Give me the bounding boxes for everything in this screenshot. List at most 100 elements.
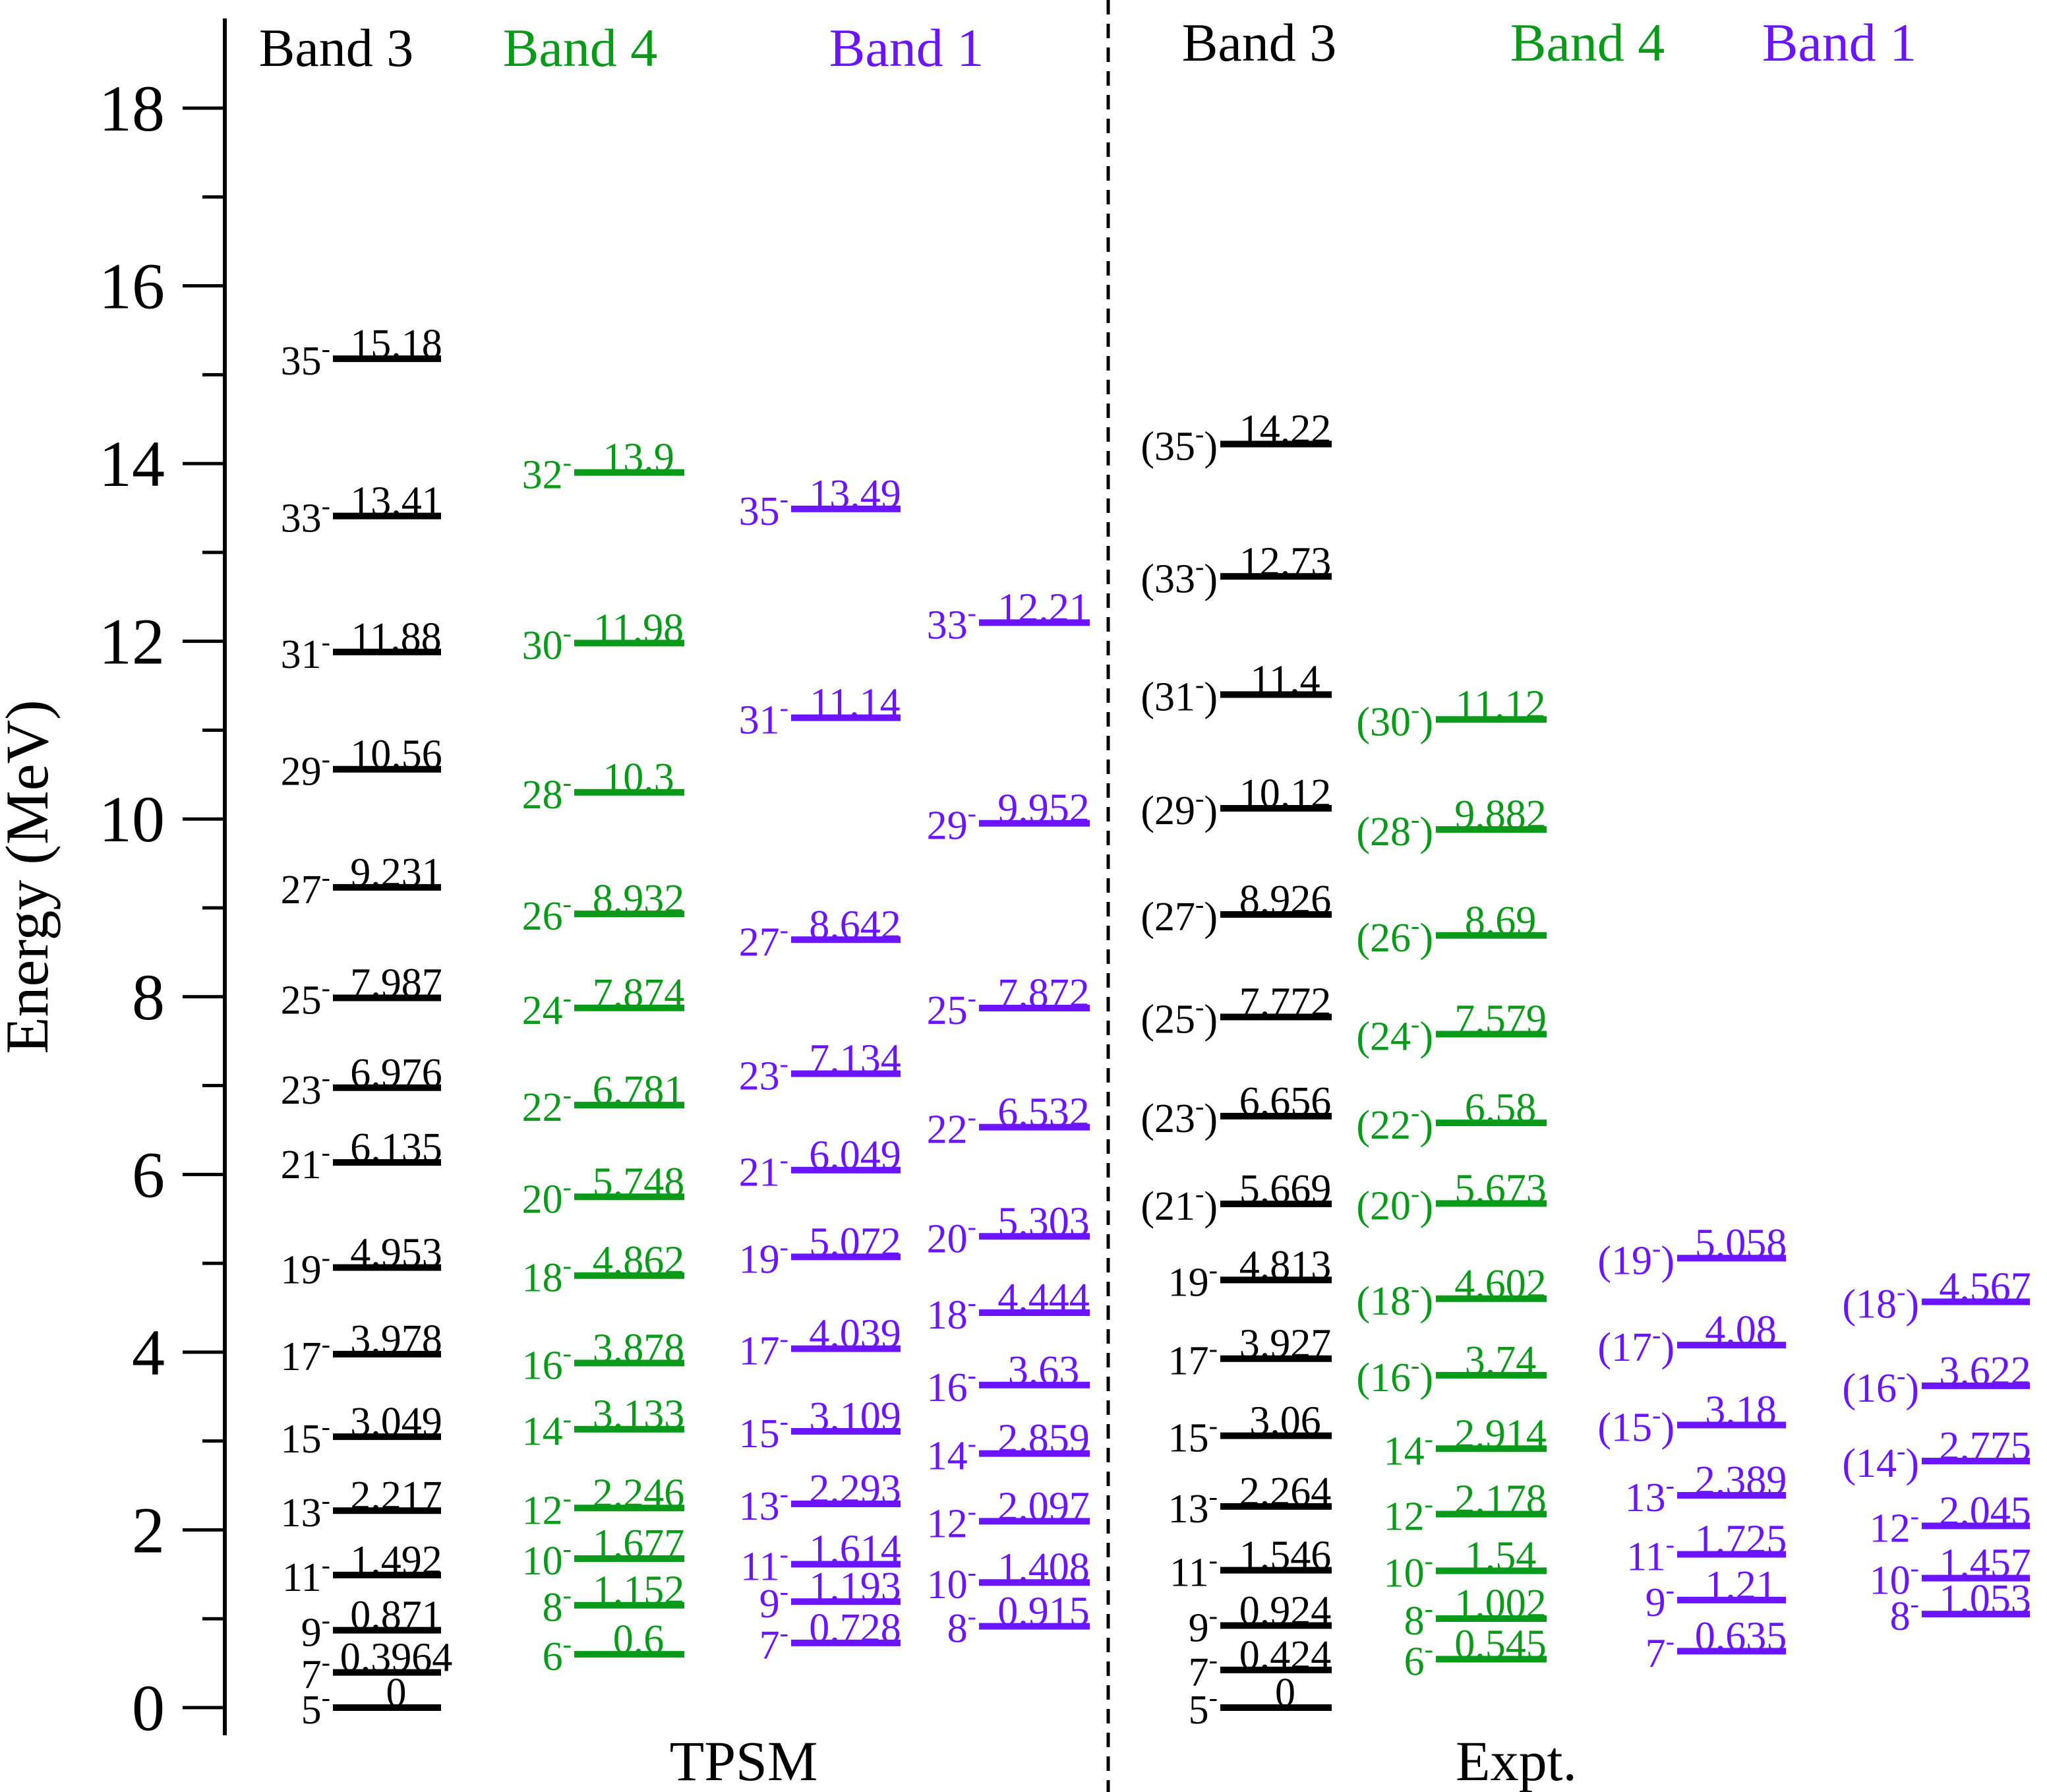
- energy-value: 11.88: [351, 615, 441, 660]
- energy-level: 10- 1.408: [927, 1545, 1090, 1607]
- spin-label: 13-: [1168, 1481, 1218, 1532]
- energy-value: 2.914: [1454, 1412, 1547, 1456]
- energy-value: 1.053: [1939, 1577, 2031, 1622]
- spin-label: 24-: [522, 983, 572, 1033]
- energy-level: 10- 1.677: [522, 1522, 685, 1584]
- energy-value: 3.06: [1249, 1399, 1321, 1444]
- energy-level: 11- 1.614: [740, 1527, 901, 1589]
- energy-level: 15- 3.109: [739, 1394, 901, 1456]
- energy-value: 2.246: [593, 1471, 685, 1516]
- energy-level: (28-) 9.882: [1356, 792, 1547, 854]
- band-title: Band 1: [829, 18, 984, 78]
- spin-label: 28-: [522, 767, 572, 818]
- spin-label: 10-: [927, 1557, 976, 1607]
- energy-level: 29- 10.56: [281, 732, 442, 794]
- spin-label: 20-: [522, 1172, 572, 1222]
- energy-value: 3.622: [1939, 1349, 2031, 1394]
- energy-level: (22-) 6.58: [1356, 1086, 1547, 1148]
- energy-value: 1.614: [809, 1527, 901, 1572]
- energy-value: 1.54: [1465, 1534, 1537, 1578]
- energy-level: 29- 9.952: [927, 787, 1090, 849]
- y-tick-label: 12: [99, 605, 165, 678]
- energy-value: 4.953: [350, 1230, 442, 1275]
- spin-label: 14-: [927, 1429, 976, 1479]
- spin-label: 13-: [1625, 1470, 1675, 1520]
- spin-label: 9-: [1646, 1575, 1675, 1625]
- energy-level: 10- 1.54: [1384, 1534, 1547, 1596]
- energy-level: 31- 11.14: [739, 681, 901, 743]
- energy-level: 10- 1.457: [1870, 1541, 2031, 1603]
- energy-level: (18-) 4.567: [1842, 1265, 2031, 1327]
- spin-label: 33-: [281, 491, 330, 541]
- spin-label: 13-: [281, 1485, 330, 1536]
- energy-level: 9- 1.193: [759, 1565, 901, 1627]
- spin-label: 17-: [739, 1324, 788, 1374]
- energy-level: 25- 7.987: [281, 961, 442, 1023]
- energy-level: 13- 2.217: [281, 1474, 442, 1536]
- energy-level: (25-) 7.772: [1141, 980, 1332, 1042]
- energy-value: 0.871: [350, 1594, 442, 1638]
- energy-level: 7- 0.424: [1189, 1633, 1332, 1695]
- energy-level: 23- 7.134: [739, 1036, 901, 1098]
- spin-label: 11-: [1170, 1545, 1218, 1596]
- energy-value: 7.874: [593, 971, 685, 1016]
- energy-value: 5.303: [997, 1199, 1090, 1244]
- energy-value: 15.18: [350, 322, 442, 367]
- energy-level: 31- 11.88: [281, 615, 442, 677]
- energy-level: (14-) 2.775: [1842, 1424, 2031, 1486]
- energy-value: 8.69: [1465, 899, 1537, 943]
- band-title: Band 4: [1510, 13, 1665, 73]
- spin-label: 8-: [1890, 1589, 1919, 1639]
- y-tick-label: 0: [132, 1671, 165, 1745]
- spin-label: 19-: [739, 1232, 788, 1282]
- spin-label: 17-: [1168, 1334, 1218, 1384]
- energy-value: 7.772: [1239, 980, 1332, 1025]
- spin-label: 16-: [927, 1360, 976, 1410]
- energy-value: 1.457: [1939, 1541, 2031, 1586]
- energy-level: (18-) 4.602: [1356, 1262, 1547, 1324]
- energy-level: 17- 3.927: [1168, 1322, 1332, 1384]
- spin-label: 15-: [1168, 1411, 1218, 1461]
- energy-value: 8.926: [1239, 878, 1332, 922]
- spin-label: 6-: [1404, 1634, 1433, 1685]
- spin-label: (18-): [1842, 1276, 1919, 1327]
- spin-label: 7-: [301, 1648, 330, 1698]
- energy-level: (15-) 3.18: [1597, 1388, 1786, 1450]
- energy-level: (19-) 5.058: [1597, 1221, 1787, 1283]
- energy-level: 27- 8.642: [739, 903, 901, 965]
- energy-level: 32- 13.9: [522, 436, 684, 498]
- spin-label: 23-: [281, 1063, 330, 1113]
- energy-value: 2.293: [809, 1467, 901, 1512]
- energy-value: 1.546: [1239, 1534, 1332, 1578]
- energy-value: 2.389: [1695, 1458, 1787, 1503]
- spin-label: 22-: [927, 1102, 976, 1152]
- spin-label: 30-: [522, 618, 572, 668]
- energy-level: 30- 11.98: [522, 606, 684, 668]
- energy-value: 1.21: [1705, 1563, 1777, 1608]
- energy-level: 13- 2.389: [1625, 1458, 1787, 1520]
- energy-value: 4.862: [593, 1239, 685, 1284]
- energy-value: 5.058: [1695, 1221, 1787, 1266]
- y-tick-label: 16: [99, 250, 165, 323]
- energy-value: 10.12: [1239, 771, 1332, 816]
- spin-label: 14-: [522, 1404, 572, 1454]
- spin-label: 6-: [543, 1629, 572, 1679]
- energy-level: 8- 0.915: [947, 1590, 1090, 1652]
- energy-level: 14- 2.914: [1384, 1412, 1547, 1474]
- energy-value: 0.3964: [340, 1636, 453, 1681]
- energy-value: 0.6: [613, 1617, 665, 1662]
- spin-label: (27-): [1141, 889, 1218, 940]
- energy-value: 2.217: [350, 1474, 442, 1518]
- energy-level: 11- 1.492: [282, 1538, 442, 1600]
- spin-label: 12-: [522, 1483, 572, 1533]
- spin-label: 20-: [927, 1211, 976, 1261]
- energy-value: 2.178: [1454, 1477, 1547, 1522]
- energy-level: 19- 4.813: [1168, 1243, 1332, 1305]
- spin-label: (25-): [1141, 992, 1218, 1042]
- energy-level: (27-) 8.926: [1141, 878, 1332, 940]
- energy-value: 4.567: [1939, 1265, 2031, 1309]
- energy-value: 7.987: [350, 961, 442, 1006]
- energy-level: (31-) 11.4: [1141, 658, 1332, 720]
- energy-value: 11.4: [1250, 658, 1320, 703]
- energy-level: 22- 6.532: [927, 1090, 1090, 1152]
